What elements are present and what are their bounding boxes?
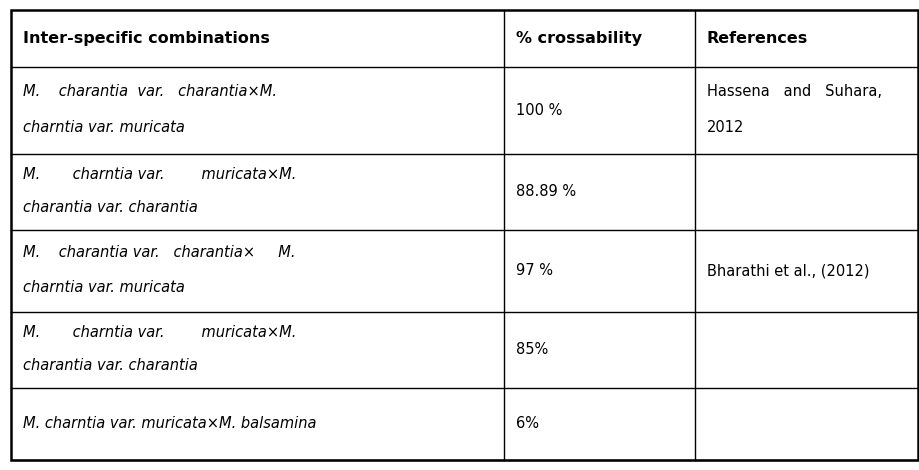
- Text: Inter-specific combinations: Inter-specific combinations: [23, 31, 269, 46]
- Text: charntia var. muricata: charntia var. muricata: [23, 120, 185, 135]
- Text: charantia var. charantia: charantia var. charantia: [23, 200, 198, 215]
- Text: charntia var. muricata: charntia var. muricata: [23, 280, 185, 295]
- Text: Hassena   and   Suhara,: Hassena and Suhara,: [706, 84, 880, 99]
- Text: 85%: 85%: [516, 342, 548, 357]
- Text: 100 %: 100 %: [516, 103, 562, 118]
- Text: % crossability: % crossability: [516, 31, 641, 46]
- Text: 6%: 6%: [516, 416, 539, 431]
- Text: 97 %: 97 %: [516, 263, 552, 278]
- Text: 2012: 2012: [706, 120, 743, 135]
- Text: References: References: [706, 31, 807, 46]
- Text: M.       charntia var.        muricata×M.: M. charntia var. muricata×M.: [23, 325, 296, 340]
- Text: M. charntia var. muricata×M. balsamina: M. charntia var. muricata×M. balsamina: [23, 416, 316, 431]
- Text: Bharathi et al., (2012): Bharathi et al., (2012): [706, 263, 868, 278]
- Text: M.    charantia  var.   charantia×M.: M. charantia var. charantia×M.: [23, 84, 277, 99]
- Text: charantia var. charantia: charantia var. charantia: [23, 358, 198, 373]
- Text: M.       charntia var.        muricata×M.: M. charntia var. muricata×M.: [23, 167, 296, 182]
- Text: M.    charantia var.   charantia×     M.: M. charantia var. charantia× M.: [23, 245, 295, 260]
- Text: 88.89 %: 88.89 %: [516, 184, 575, 199]
